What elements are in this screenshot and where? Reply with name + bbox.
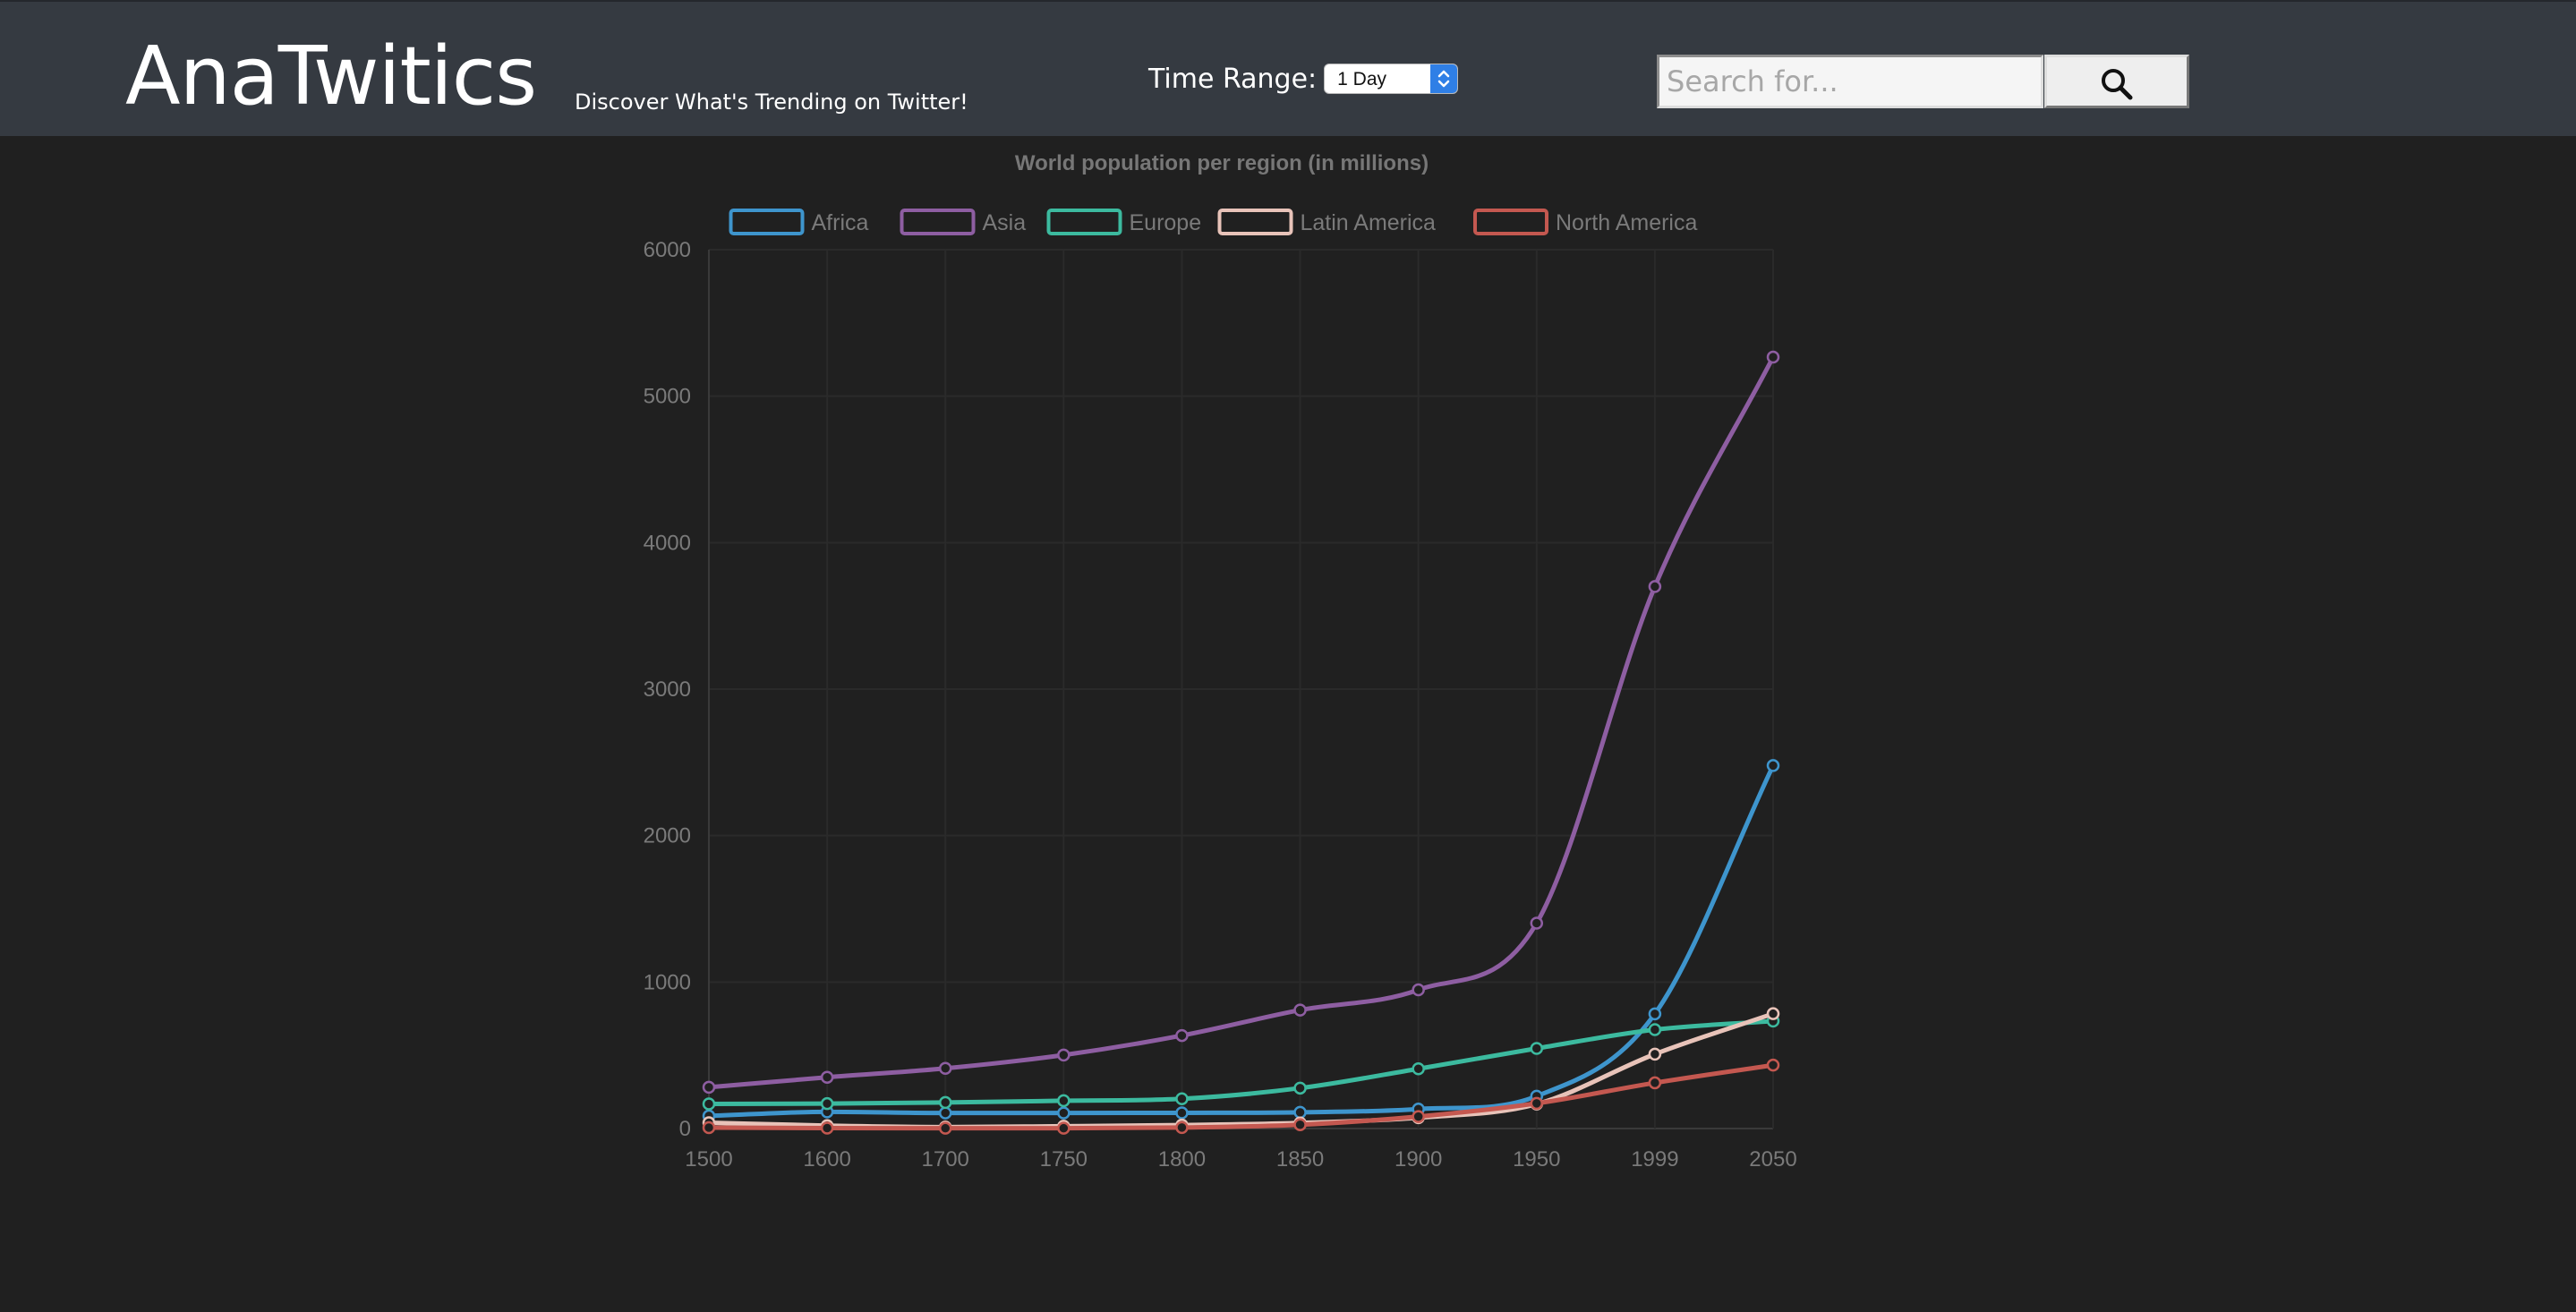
legend-label: Europe xyxy=(1130,210,1202,235)
data-point[interactable] xyxy=(1766,1058,1780,1072)
legend-swatch xyxy=(729,209,805,235)
data-point[interactable] xyxy=(1648,1047,1662,1061)
x-tick-label: 1700 xyxy=(922,1147,969,1171)
data-point[interactable] xyxy=(820,1070,834,1084)
data-point[interactable] xyxy=(1293,1118,1307,1131)
data-point[interactable] xyxy=(1648,580,1662,593)
legend-label: Asia xyxy=(983,210,1027,235)
data-point[interactable] xyxy=(702,1080,716,1095)
x-tick-label: 2050 xyxy=(1749,1147,1796,1171)
legend-swatch xyxy=(1473,209,1548,235)
data-point[interactable] xyxy=(1530,1096,1544,1111)
legend-swatch xyxy=(1217,209,1293,235)
time-range-control: Time Range: 1 Day xyxy=(1148,61,1459,97)
data-point[interactable] xyxy=(938,1061,952,1075)
data-point[interactable] xyxy=(1175,1028,1189,1043)
app-logo-title[interactable]: AnaTwitics xyxy=(125,30,537,124)
data-point[interactable] xyxy=(1530,1042,1544,1055)
x-tick-label: 1500 xyxy=(685,1147,732,1171)
chart-series xyxy=(702,350,1780,1135)
series-asia xyxy=(702,350,1780,1095)
data-point[interactable] xyxy=(1412,983,1425,997)
x-tick-label: 1800 xyxy=(1158,1147,1206,1171)
series-line-asia xyxy=(706,354,1776,1090)
x-tick-label: 1900 xyxy=(1395,1147,1442,1171)
search-button[interactable] xyxy=(2044,55,2189,108)
line-chart-svg: World population per region (in millions… xyxy=(644,151,1797,1171)
time-range-label: Time Range: xyxy=(1148,63,1318,95)
data-point[interactable] xyxy=(1057,1094,1070,1108)
data-point[interactable] xyxy=(1766,1007,1780,1020)
x-tick-label: 1750 xyxy=(1040,1147,1088,1171)
legend-label: Latin America xyxy=(1301,210,1437,235)
data-point[interactable] xyxy=(1766,759,1780,772)
data-point[interactable] xyxy=(702,1097,716,1111)
legend-swatch xyxy=(900,209,976,235)
data-point[interactable] xyxy=(1057,1048,1070,1062)
series-line-europe xyxy=(706,1018,1776,1106)
data-point[interactable] xyxy=(1057,1121,1070,1135)
x-tick-label: 1950 xyxy=(1513,1147,1560,1171)
y-tick-label: 5000 xyxy=(644,385,691,409)
data-point[interactable] xyxy=(1057,1106,1070,1120)
chart-grid xyxy=(708,249,1774,1129)
chart-title: World population per region (in millions… xyxy=(1015,151,1429,175)
series-line-africa xyxy=(706,762,1776,1119)
x-tick-label: 1600 xyxy=(803,1147,850,1171)
data-point[interactable] xyxy=(1412,1110,1425,1123)
population-chart: World population per region (in millions… xyxy=(0,136,2576,1312)
legend-label: North America xyxy=(1556,210,1697,235)
data-point[interactable] xyxy=(1175,1120,1189,1135)
y-tick-label: 3000 xyxy=(644,677,691,702)
data-point[interactable] xyxy=(1648,1007,1662,1021)
legend-item[interactable]: Africa xyxy=(729,209,869,235)
y-tick-label: 6000 xyxy=(644,238,691,262)
data-point[interactable] xyxy=(1175,1092,1189,1106)
legend-item[interactable]: North America xyxy=(1473,209,1697,235)
series-line-north-america xyxy=(706,1062,1776,1131)
legend-label: Africa xyxy=(812,210,869,235)
data-point[interactable] xyxy=(1175,1106,1189,1120)
search-icon xyxy=(2047,64,2187,104)
app-tagline: Discover What's Trending on Twitter! xyxy=(575,89,968,115)
series-africa xyxy=(702,759,1780,1123)
data-point[interactable] xyxy=(1412,1061,1425,1076)
data-point[interactable] xyxy=(938,1121,952,1135)
data-point[interactable] xyxy=(938,1095,952,1110)
y-tick-label: 1000 xyxy=(644,970,691,994)
data-point[interactable] xyxy=(820,1096,834,1111)
data-point[interactable] xyxy=(1293,1003,1307,1017)
chart-legend: Africa Asia Europe Latin America North Ameri… xyxy=(729,209,1697,235)
legend-item[interactable]: Asia xyxy=(900,209,1027,235)
data-point[interactable] xyxy=(702,1120,716,1135)
data-point[interactable] xyxy=(1648,1076,1662,1090)
y-tick-label: 0 xyxy=(679,1117,691,1141)
data-point[interactable] xyxy=(1766,350,1780,364)
x-tick-label: 1999 xyxy=(1631,1147,1678,1171)
series-europe xyxy=(702,1014,1780,1111)
legend-item[interactable]: Latin America xyxy=(1217,209,1437,235)
data-point[interactable] xyxy=(1293,1081,1307,1095)
y-tick-label: 2000 xyxy=(644,824,691,848)
data-point[interactable] xyxy=(820,1121,834,1135)
time-range-selected-value: 1 Day xyxy=(1337,69,1387,89)
data-point[interactable] xyxy=(1530,916,1544,930)
time-range-select[interactable]: 1 Day xyxy=(1324,64,1459,94)
data-point[interactable] xyxy=(938,1106,952,1120)
chart-axes: 0 1000 2000 3000 4000 5000 6000 1500 1600 1700 175… xyxy=(644,238,1797,1171)
select-arrows-icon[interactable] xyxy=(1430,64,1458,93)
data-point[interactable] xyxy=(1293,1105,1307,1120)
app-header: AnaTwitics Discover What's Trending on T… xyxy=(0,0,2576,136)
x-tick-label: 1850 xyxy=(1276,1147,1324,1171)
legend-item[interactable]: Europe xyxy=(1046,209,1202,235)
series-north-america xyxy=(702,1058,1780,1135)
y-tick-label: 4000 xyxy=(644,531,691,555)
legend-swatch xyxy=(1046,209,1122,235)
data-point[interactable] xyxy=(1648,1023,1662,1036)
search-input[interactable] xyxy=(1657,55,2043,108)
